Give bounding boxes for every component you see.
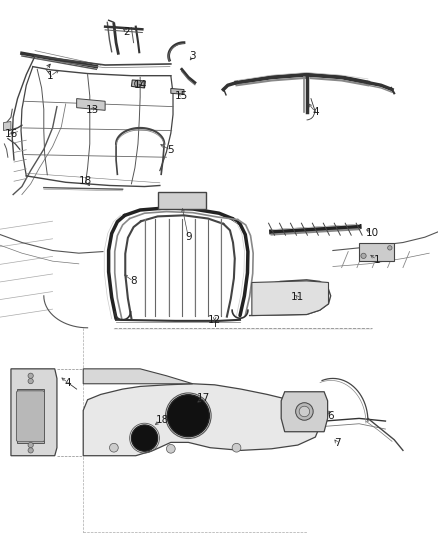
Text: 4: 4 bbox=[312, 107, 319, 117]
Polygon shape bbox=[158, 192, 206, 209]
Text: 16: 16 bbox=[4, 130, 18, 139]
Text: 12: 12 bbox=[208, 315, 221, 325]
Polygon shape bbox=[252, 281, 328, 316]
Circle shape bbox=[167, 395, 209, 437]
Text: 18: 18 bbox=[155, 415, 169, 425]
Text: 5: 5 bbox=[167, 146, 174, 155]
Text: 7: 7 bbox=[334, 439, 341, 448]
Polygon shape bbox=[4, 122, 11, 131]
Polygon shape bbox=[83, 384, 320, 456]
Polygon shape bbox=[83, 369, 193, 384]
Polygon shape bbox=[281, 392, 328, 432]
Polygon shape bbox=[17, 389, 44, 443]
Circle shape bbox=[28, 378, 33, 384]
Text: 18: 18 bbox=[79, 176, 92, 186]
Circle shape bbox=[28, 442, 33, 448]
Text: 4: 4 bbox=[64, 378, 71, 387]
Text: 10: 10 bbox=[366, 228, 379, 238]
Circle shape bbox=[28, 373, 33, 378]
Circle shape bbox=[299, 406, 310, 417]
Polygon shape bbox=[131, 80, 145, 88]
Polygon shape bbox=[359, 243, 394, 261]
Circle shape bbox=[131, 425, 158, 451]
Circle shape bbox=[28, 448, 33, 453]
Text: 1: 1 bbox=[373, 255, 380, 264]
Circle shape bbox=[110, 443, 118, 452]
Text: 17: 17 bbox=[197, 393, 210, 403]
Text: 11: 11 bbox=[291, 293, 304, 302]
Text: 2: 2 bbox=[124, 27, 131, 37]
Text: 1: 1 bbox=[47, 71, 54, 81]
Circle shape bbox=[166, 445, 175, 453]
Polygon shape bbox=[77, 99, 105, 110]
Polygon shape bbox=[11, 369, 57, 456]
FancyBboxPatch shape bbox=[16, 391, 45, 442]
Text: 15: 15 bbox=[175, 91, 188, 101]
Circle shape bbox=[296, 403, 313, 420]
Text: 3: 3 bbox=[189, 51, 196, 61]
Text: 9: 9 bbox=[185, 232, 192, 242]
Text: 13: 13 bbox=[85, 106, 99, 115]
Circle shape bbox=[388, 246, 392, 250]
Circle shape bbox=[232, 443, 241, 452]
Text: 8: 8 bbox=[130, 277, 137, 286]
Circle shape bbox=[134, 80, 141, 87]
Polygon shape bbox=[171, 88, 184, 94]
Circle shape bbox=[361, 253, 366, 259]
Text: 6: 6 bbox=[327, 411, 334, 421]
Text: 14: 14 bbox=[134, 80, 147, 90]
